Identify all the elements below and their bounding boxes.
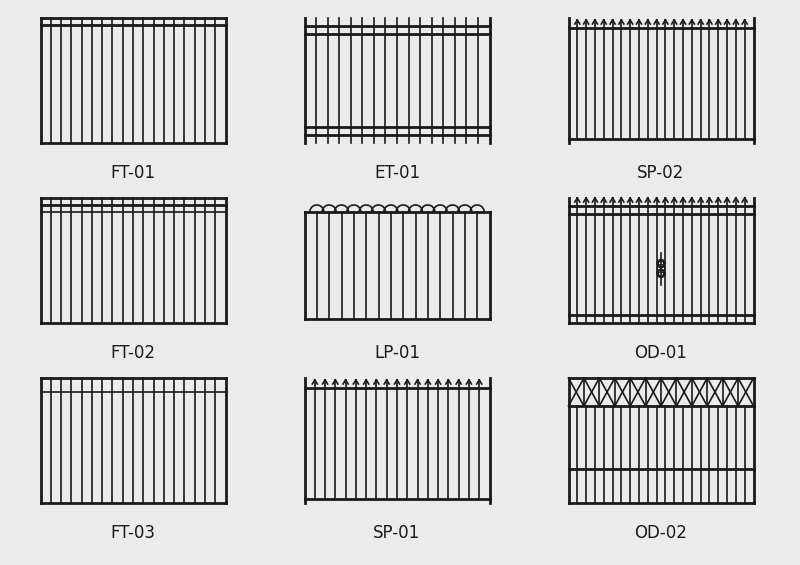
Text: ET-01: ET-01 <box>374 164 420 182</box>
Text: FT-01: FT-01 <box>110 164 155 182</box>
Text: SP-02: SP-02 <box>638 164 685 182</box>
Text: SP-01: SP-01 <box>374 524 421 542</box>
Text: OD-02: OD-02 <box>634 524 687 542</box>
Text: LP-01: LP-01 <box>374 344 420 362</box>
Text: FT-02: FT-02 <box>110 344 155 362</box>
Text: OD-01: OD-01 <box>634 344 687 362</box>
Text: FT-03: FT-03 <box>110 524 155 542</box>
